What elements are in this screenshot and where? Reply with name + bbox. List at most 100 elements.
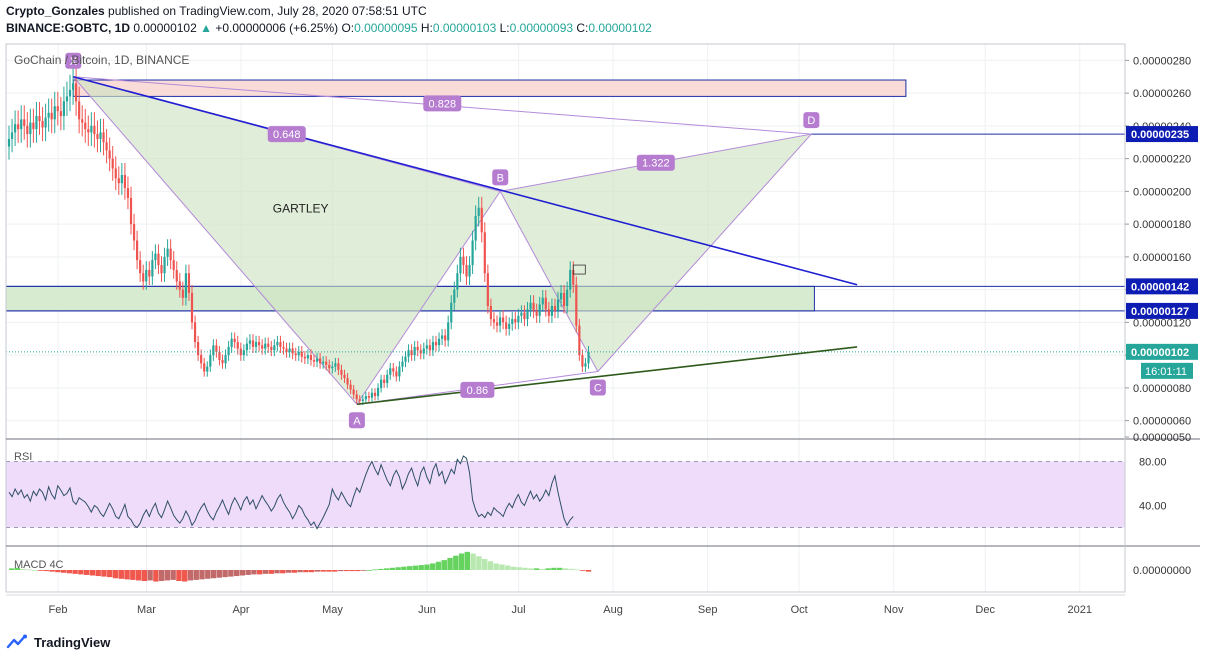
macd-bar (164, 570, 171, 581)
current-price-label: 0.00000102 (1131, 347, 1189, 359)
macd-bar (107, 570, 113, 578)
macd-bar (493, 563, 499, 570)
countdown-label: 16:01:11 (1145, 366, 1187, 378)
macd-bar (574, 569, 580, 571)
candle-body (270, 346, 273, 351)
candle-body (44, 117, 47, 128)
macd-bar (280, 570, 286, 574)
candle-body (81, 119, 84, 123)
macd-bar (343, 570, 349, 572)
candle-body (184, 273, 187, 298)
candle-body (14, 124, 17, 133)
price-tick-label: 0.00000120 (1133, 317, 1191, 329)
macd-bar (205, 570, 211, 579)
candle-body (139, 260, 142, 274)
price-label-2: 0.00000127 (1131, 306, 1189, 318)
macd-bar (389, 567, 396, 570)
candle-body (248, 340, 252, 344)
candle-body (75, 83, 78, 102)
low-value: 0.00000093 (509, 21, 574, 35)
macd-bar (14, 567, 21, 570)
publish-info: Crypto_Gonzales published on TradingView… (6, 4, 427, 19)
macd-bar (487, 561, 494, 570)
countdown-bg (1141, 362, 1193, 379)
candle-body (151, 260, 154, 277)
target-zone (72, 79, 907, 97)
candle-body (517, 315, 520, 323)
candle-body (563, 292, 566, 306)
candle-body (68, 89, 72, 97)
macd-bar (481, 559, 488, 570)
candle-body (209, 355, 212, 367)
harmonic-pattern: GARTLEY (72, 76, 812, 405)
candle-body (331, 366, 334, 369)
time-tick-label: 2021 (1068, 604, 1092, 616)
candle-body (230, 338, 233, 347)
candle-body (102, 132, 105, 143)
rsi-pane (6, 455, 1125, 530)
candle-body (489, 306, 492, 320)
open-label: O: (341, 21, 355, 35)
candle-body (279, 342, 282, 347)
macd-bar (458, 553, 465, 570)
time-tick-label: Jun (418, 604, 436, 616)
candle-body (334, 363, 337, 367)
macd-bar (141, 570, 148, 581)
pattern-xab-fill (73, 76, 501, 405)
candle-body (71, 83, 75, 90)
ratio-xb-label-bg (267, 126, 306, 143)
candle-body (407, 350, 410, 357)
candle-body (193, 322, 197, 343)
macd-bar (383, 568, 390, 570)
candle-body (10, 132, 14, 139)
macd-bar (418, 565, 424, 570)
pattern-name: GARTLEY (273, 202, 329, 216)
macd-bar (60, 570, 67, 573)
macd-bar (37, 570, 44, 571)
price-tick-label: 0.00000200 (1133, 186, 1191, 198)
candle-body (413, 346, 416, 356)
candle-body (175, 269, 178, 282)
time-axis[interactable]: Feb Mar Apr May Jun Jul Aug Sep Oct Nov Dec 2021 (6, 594, 1125, 616)
candle-body (142, 273, 145, 282)
macd-bar (26, 569, 32, 571)
rsi-tick-label: 40.00 (1139, 501, 1167, 513)
low-label: L: (499, 21, 510, 35)
ratio-bd-label-bg (636, 154, 675, 171)
candle-body (172, 260, 175, 270)
symbol-info: BINANCE:GOBTC, 1D 0.00000102 ▲ +0.000000… (6, 21, 652, 36)
candle-body (163, 256, 166, 274)
candle-body (468, 265, 471, 277)
macd-bar (239, 570, 246, 576)
candle-body (136, 240, 139, 261)
macd-bar (182, 570, 188, 582)
macd-bar (580, 570, 586, 571)
price-axis[interactable]: 0.000002800.000002600.000002400.00000220… (1125, 55, 1198, 577)
candle-body (258, 342, 261, 346)
macd-bar (135, 570, 142, 581)
candle-body (84, 122, 87, 130)
price-tick-label: 0.00000280 (1133, 55, 1191, 67)
macd-bar (349, 570, 355, 572)
candle-body (346, 378, 349, 385)
candle-body (465, 265, 468, 277)
candle-body (364, 396, 367, 400)
macd-bar (331, 570, 338, 572)
candle-body (526, 309, 529, 320)
candle-body (154, 253, 157, 261)
macd-bar (245, 570, 251, 575)
publisher-name[interactable]: Crypto_Gonzales (6, 4, 105, 18)
candle-body (218, 351, 221, 361)
price-label-1-bg (1126, 278, 1198, 295)
candle-body (587, 351, 590, 364)
candle-body (471, 240, 474, 266)
macd-bar (257, 570, 263, 575)
candle-body (181, 289, 184, 298)
tradingview-footer[interactable]: TradingView (6, 634, 110, 650)
candle-body (383, 379, 386, 383)
candle-body (47, 112, 50, 118)
price-tick-label: 0.00000050 (1133, 432, 1191, 444)
macd-bar (228, 570, 234, 577)
macd-bar (216, 570, 223, 578)
